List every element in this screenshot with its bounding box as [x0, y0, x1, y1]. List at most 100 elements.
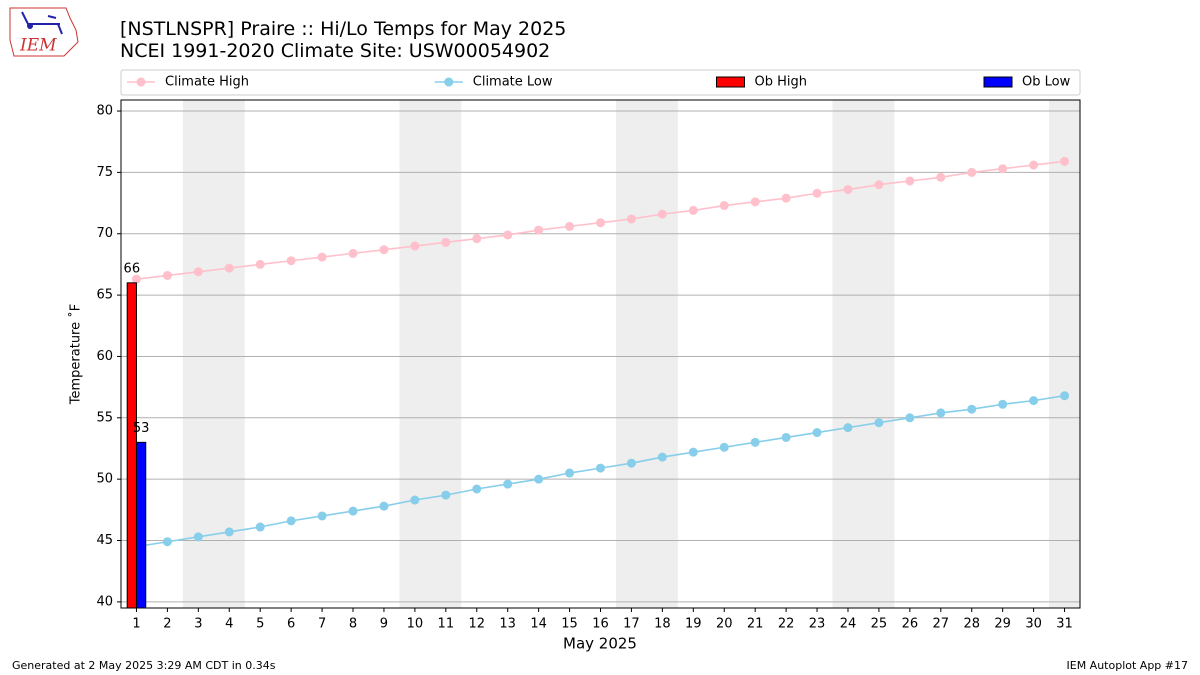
point — [162, 537, 172, 547]
x-tick-label: 15 — [561, 617, 578, 632]
legend-label: Ob High — [755, 75, 808, 90]
x-tick-label: 11 — [438, 617, 455, 632]
point — [657, 209, 667, 219]
x-tick-label: 12 — [468, 617, 485, 632]
x-tick-label: 31 — [1056, 617, 1073, 632]
point — [626, 214, 636, 224]
point — [534, 474, 544, 484]
point — [750, 197, 760, 207]
weekend-band — [399, 100, 462, 608]
point — [719, 442, 729, 452]
chart-subtitle: NCEI 1991-2020 Climate Site: USW00054902 — [120, 40, 550, 62]
weekend-band — [1049, 100, 1080, 608]
point — [688, 447, 698, 457]
point — [843, 423, 853, 433]
x-tick-label: 7 — [318, 617, 326, 632]
legend-marker — [136, 77, 146, 87]
plot — [126, 156, 1070, 608]
legend-label: Climate Low — [473, 75, 553, 90]
point — [379, 245, 389, 255]
point — [874, 180, 884, 190]
y-tick-label: 45 — [96, 533, 113, 548]
y-axis-label: Temperature ˚F — [68, 304, 84, 405]
legend-label: Climate High — [165, 75, 249, 90]
point — [657, 452, 667, 462]
legend-swatch — [983, 76, 1013, 88]
x-tick-label: 2 — [163, 617, 171, 632]
point — [317, 252, 327, 262]
weekend-band — [832, 100, 895, 608]
x-tick-label: 3 — [194, 617, 202, 632]
point — [503, 230, 513, 240]
point — [348, 248, 358, 258]
bar-label: 66 — [124, 261, 141, 276]
point — [1060, 156, 1070, 166]
y-tick-label: 80 — [96, 104, 113, 119]
point — [472, 484, 482, 494]
x-tick-label: 5 — [256, 617, 264, 632]
x-tick-label: 22 — [778, 617, 795, 632]
y-tick-label: 55 — [96, 410, 113, 425]
point — [967, 404, 977, 414]
logo-dot — [27, 23, 33, 29]
point — [410, 241, 420, 251]
legend-marker — [444, 77, 454, 87]
point — [781, 193, 791, 203]
point — [472, 234, 482, 244]
point — [967, 167, 977, 177]
point — [812, 188, 822, 198]
x-tick-label: 8 — [349, 617, 357, 632]
point — [410, 495, 420, 505]
bar-label: 53 — [133, 421, 150, 436]
x-tick-label: 1 — [132, 617, 140, 632]
point — [193, 267, 203, 277]
point — [688, 205, 698, 215]
x-tick-label: 24 — [840, 617, 857, 632]
footer-left: Generated at 2 May 2025 3:29 AM CDT in 0… — [12, 659, 276, 672]
x-tick-label: 4 — [225, 617, 233, 632]
point — [503, 479, 513, 489]
point — [1060, 391, 1070, 401]
x-tick-label: 17 — [623, 617, 640, 632]
point — [224, 263, 234, 273]
point — [565, 468, 575, 478]
point — [998, 164, 1008, 174]
point — [441, 490, 451, 500]
point — [750, 437, 760, 447]
point — [874, 418, 884, 428]
weekend-band — [182, 100, 245, 608]
point — [596, 218, 605, 228]
x-tick-label: 26 — [902, 617, 919, 632]
weekend-band — [615, 100, 678, 608]
y-tick-label: 60 — [96, 349, 113, 364]
point — [441, 237, 451, 247]
point — [843, 185, 853, 195]
x-tick-label: 9 — [380, 617, 388, 632]
point — [193, 532, 203, 542]
point — [286, 516, 296, 526]
point — [1029, 160, 1039, 170]
point — [596, 463, 605, 473]
point — [812, 428, 822, 438]
x-axis-label: May 2025 — [563, 635, 637, 653]
chart-title: [NSTLNSPR] Praire :: Hi/Lo Temps for May… — [120, 18, 566, 40]
point — [348, 506, 358, 516]
legend-box — [120, 69, 1081, 96]
x-tick-label: 28 — [963, 617, 980, 632]
y-tick-label: 40 — [96, 594, 113, 609]
point — [626, 458, 636, 468]
x-tick-label: 23 — [809, 617, 826, 632]
point — [224, 527, 234, 537]
point — [781, 432, 791, 442]
point — [379, 501, 389, 511]
x-tick-label: 18 — [654, 617, 671, 632]
point — [1029, 396, 1039, 406]
point — [936, 408, 946, 418]
plot-frame — [120, 99, 1081, 609]
point — [534, 225, 544, 235]
legend-swatch — [716, 76, 745, 88]
footer-right: IEM Autoplot App #17 — [1067, 659, 1189, 672]
x-tick-label: 14 — [530, 617, 547, 632]
x-tick-label: 20 — [716, 617, 733, 632]
